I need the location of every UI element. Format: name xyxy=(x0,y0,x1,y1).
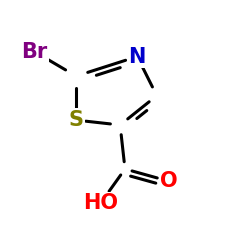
Text: HO: HO xyxy=(83,193,118,213)
Text: Br: Br xyxy=(22,42,48,62)
Text: N: N xyxy=(128,46,146,66)
Text: O: O xyxy=(160,171,178,191)
Text: S: S xyxy=(68,110,84,130)
